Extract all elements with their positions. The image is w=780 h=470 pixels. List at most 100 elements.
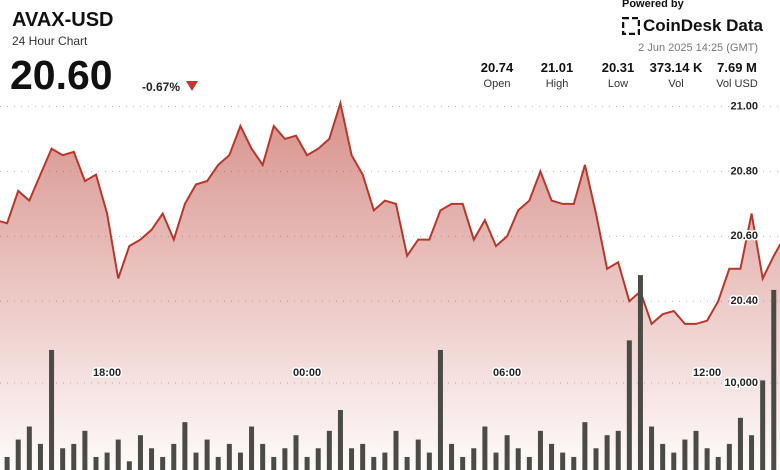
volume-bar [593,448,599,470]
x-tick-label: 12:00 [693,367,721,379]
subtitle: 24 Hour Chart [12,34,88,48]
volume-bar [49,349,55,470]
volume-bar [160,456,166,470]
volume-bar [271,456,277,470]
volume-bar [482,426,488,470]
brand: CoinDesk Data [643,16,763,35]
volume-bar [449,443,455,470]
volume-bar [404,456,410,470]
price-area [0,103,780,470]
stat-value: 7.69 M [717,60,757,75]
x-tick-label: 00:00 [293,367,321,379]
y2-tick-label: 10,000 [724,377,758,389]
volume-bar [471,448,477,470]
volume-bar [693,430,699,470]
volume-bar [71,443,77,470]
volume-bar [749,435,755,470]
volume-bar [337,409,343,470]
stat-label: Vol USD [716,78,758,90]
volume-bar [171,443,177,470]
volume-bar [126,461,132,470]
volume-bar [382,452,388,470]
volume-bar [637,275,643,470]
timestamp: 2 Jun 2025 14:25 (GMT) [638,42,758,54]
stat-label: Open [483,78,511,90]
price: 20.60 [10,52,113,98]
volume-bar [349,448,355,470]
volume-bar [704,448,710,470]
volume-bar [515,448,521,470]
volume-bar [660,443,666,470]
volume-bar [182,422,188,470]
volume-bar [426,452,432,470]
x-tick-label: 06:00 [493,367,521,379]
volume-bar [626,340,632,470]
volume-bar [604,435,610,470]
price-line [0,99,780,326]
volume-bar [26,426,32,470]
stat: 7.69 M Vol USD [707,60,767,90]
y-tick-label: 20.40 [730,295,758,307]
volume-bar [315,448,321,470]
volume-bar [360,443,366,470]
volume-bar [82,430,88,470]
x-tick-label: 18:00 [93,367,121,379]
volume-bar [504,435,510,470]
volume-bar [526,456,532,470]
volume-bar [760,380,766,470]
volume-bar [137,435,143,470]
volume-bar [249,426,255,470]
volume-bar [304,456,310,470]
volume-bar [393,430,399,470]
volume-bar [226,443,232,470]
brand-logo [622,17,640,35]
volume-bar [460,456,466,470]
stat-label: High [545,78,569,90]
volume-bar [115,439,121,470]
down-arrow [186,81,198,91]
volume-bar [4,456,10,470]
stat-label: Vol [668,78,684,90]
stat-value: 373.14 K [649,60,703,75]
volume-bar [37,443,43,470]
stat-value: 20.31 [601,60,635,75]
title: AVAX-USD [12,9,114,31]
volume-bar [582,422,588,470]
volume-bar [282,448,288,470]
volume-bar [415,439,421,470]
volume-bar [15,439,21,470]
volume-bar [371,456,377,470]
volume-bar [237,452,243,470]
volume-bar [193,452,199,470]
volume-bar [215,456,221,470]
volume-bar [493,452,499,470]
stat: 373.14 K Vol [646,60,706,90]
volume-bar [615,430,621,470]
volume-bar [437,349,443,470]
y-tick-label: 20.60 [730,230,758,242]
volume-bar [204,439,210,470]
stat-value: 21.01 [540,60,574,75]
volume-bar [537,430,543,470]
volume-bar [93,456,99,470]
powered-by: Powered by [622,0,684,10]
stat: 21.01 High [527,60,587,90]
volume-bar [326,430,332,470]
volume-bar [549,443,555,470]
change: -0.67% [142,80,181,94]
stat-value: 20.74 [480,60,514,75]
volume-bar [715,456,721,470]
volume-bar [560,452,566,470]
stat: 20.31 Low [588,60,648,90]
stat: 20.74 Open [467,60,527,90]
volume-bar [293,435,299,470]
volume-bar [682,439,688,470]
volume-bar [737,417,743,470]
volume-bar [671,452,677,470]
volume-bar [571,456,577,470]
volume-bar [260,443,266,470]
volume-bar [771,289,777,470]
volume-bar [60,448,66,470]
